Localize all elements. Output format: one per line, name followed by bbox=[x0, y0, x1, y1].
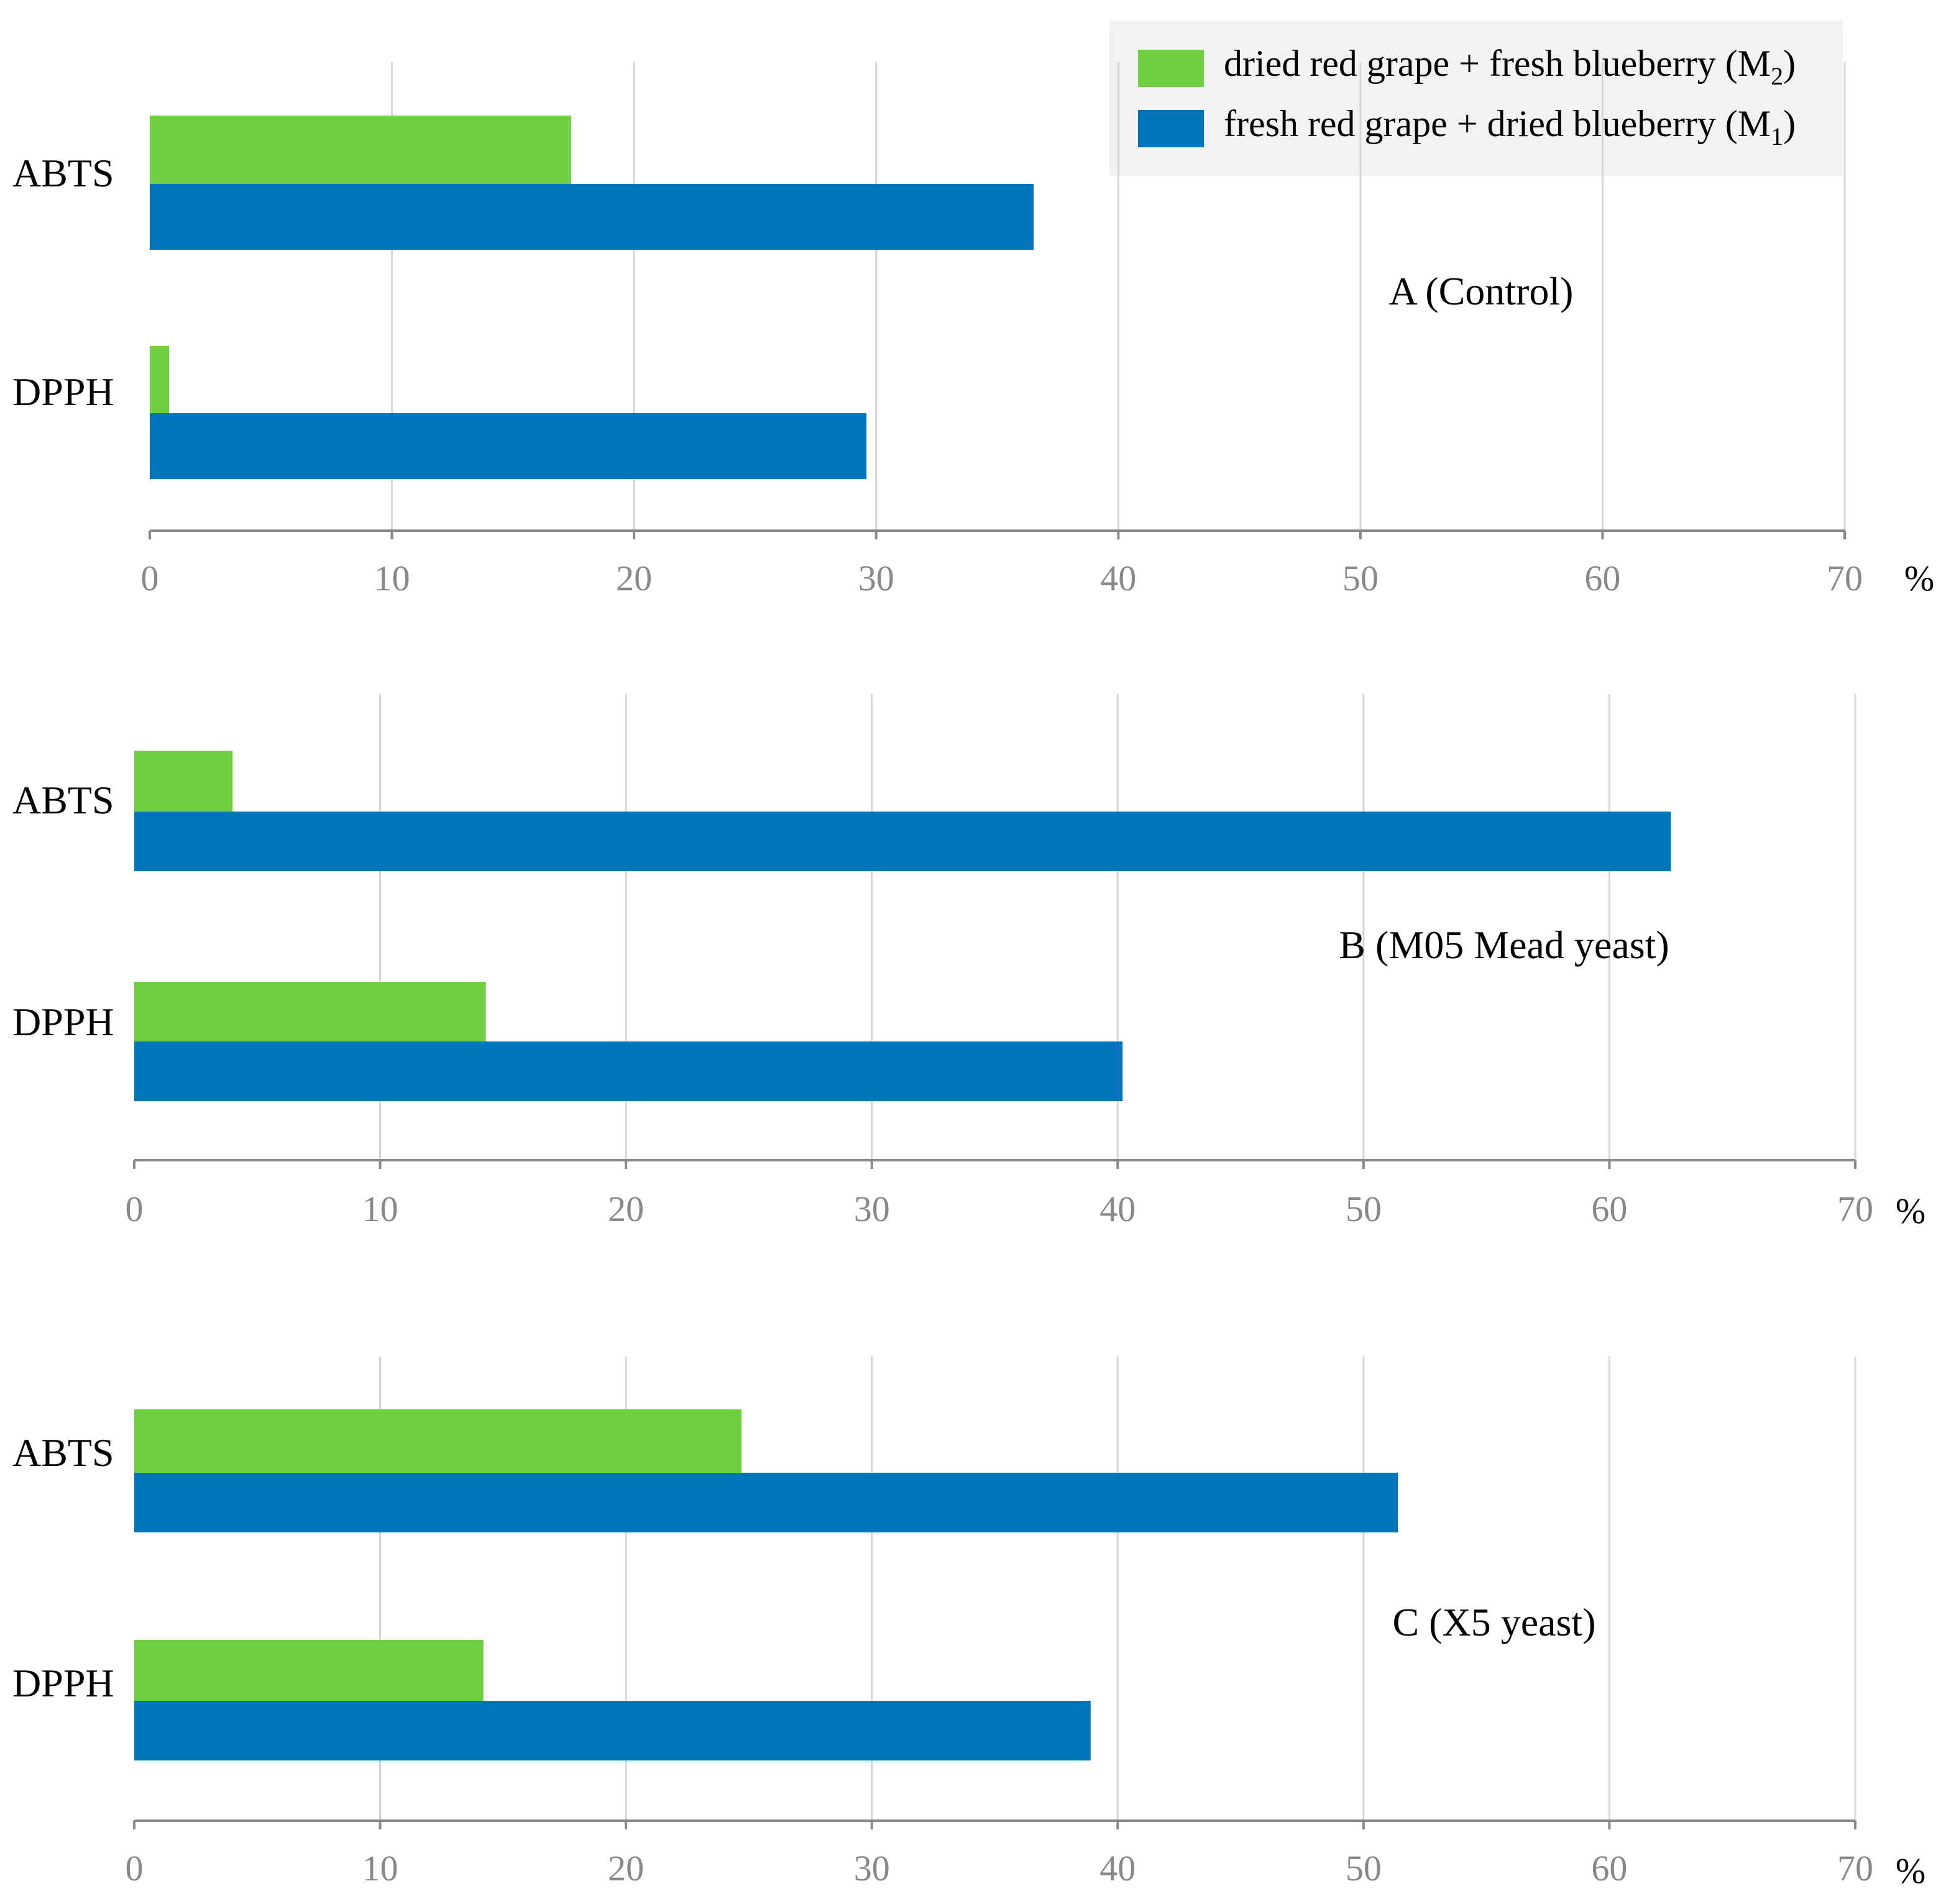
chart-panel-c: 0 10 20 30 40 50 60 70 % ABTS DPPH C (X5 yeast) bbox=[12, 1357, 1925, 1891]
category-label-dpph: DPPH bbox=[12, 1000, 114, 1044]
x-tick-label: 60 bbox=[1591, 1848, 1627, 1888]
category-label-abts: ABTS bbox=[12, 151, 114, 195]
bar-dpph-m1 bbox=[150, 413, 867, 479]
legend-background bbox=[1109, 21, 1843, 176]
x-tick-label: 30 bbox=[854, 1848, 890, 1888]
legend-label-m1: fresh red grape + dried blueberry (M1) bbox=[1224, 103, 1796, 150]
x-tick-label: 20 bbox=[608, 1848, 644, 1888]
x-tick-label: 30 bbox=[854, 1189, 890, 1229]
x-tick-label: 50 bbox=[1342, 558, 1379, 598]
x-tick-label: 50 bbox=[1346, 1848, 1382, 1888]
x-tick-label: 40 bbox=[1099, 1189, 1136, 1229]
panel-title: C (X5 yeast) bbox=[1392, 1600, 1595, 1644]
bar-abts-m1 bbox=[134, 1473, 1398, 1532]
bar-dpph-m2 bbox=[134, 982, 486, 1043]
bar-dpph-m1 bbox=[134, 1041, 1123, 1101]
x-tick-label: 40 bbox=[1099, 1848, 1136, 1888]
bar-dpph-m1 bbox=[134, 1701, 1091, 1760]
x-tick-label: 30 bbox=[858, 558, 894, 598]
x-tick-label: 70 bbox=[1837, 1189, 1873, 1229]
legend-swatch-m1 bbox=[1138, 110, 1204, 147]
x-tick-label: 20 bbox=[608, 1189, 644, 1229]
category-label-abts: ABTS bbox=[12, 1430, 114, 1475]
bar-abts-m2 bbox=[134, 1409, 742, 1473]
category-label-abts: ABTS bbox=[12, 778, 114, 822]
x-tick-label: 40 bbox=[1100, 558, 1136, 598]
x-tick-label: 10 bbox=[374, 558, 410, 598]
legend-swatch-m2 bbox=[1138, 50, 1204, 87]
x-tick-label: 50 bbox=[1346, 1189, 1382, 1229]
category-label-dpph: DPPH bbox=[12, 1661, 114, 1705]
bar-abts-m2 bbox=[134, 751, 233, 812]
x-tick-label: 60 bbox=[1584, 558, 1620, 598]
x-unit-label: % bbox=[1896, 1191, 1925, 1231]
category-label-dpph: DPPH bbox=[12, 370, 114, 414]
x-unit-label: % bbox=[1904, 558, 1934, 598]
chart-panel-a: 0 10 20 30 40 50 60 70 % ABTS DPPH A (Control) bbox=[12, 62, 1934, 598]
bar-abts-m1 bbox=[134, 812, 1671, 871]
x-tick-label: 70 bbox=[1827, 558, 1863, 598]
panel-title: B (M05 Mead yeast) bbox=[1339, 923, 1669, 967]
x-tick-label: 0 bbox=[126, 1189, 144, 1229]
x-tick-label: 10 bbox=[362, 1189, 398, 1229]
legend-label-m2: dried red grape + fresh blueberry (M2) bbox=[1224, 43, 1796, 90]
x-tick-label: 10 bbox=[362, 1848, 398, 1888]
panel-title: A (Control) bbox=[1389, 269, 1574, 313]
x-tick-label: 20 bbox=[616, 558, 652, 598]
x-tick-label: 0 bbox=[141, 558, 159, 598]
bar-dpph-m2 bbox=[134, 1640, 484, 1703]
x-tick-label: 0 bbox=[126, 1848, 144, 1888]
bar-dpph-m2 bbox=[150, 346, 170, 414]
x-tick-label: 60 bbox=[1591, 1189, 1627, 1229]
x-unit-label: % bbox=[1896, 1851, 1925, 1891]
x-tick-label: 70 bbox=[1837, 1848, 1873, 1888]
bar-abts-m1 bbox=[150, 184, 1034, 250]
bar-abts-m2 bbox=[150, 116, 571, 184]
legend: dried red grape + fresh blueberry (M2) f… bbox=[1109, 21, 1843, 176]
chart-panel-b: 0 10 20 30 40 50 60 70 % ABTS DPPH B (M05 Mead yeas… bbox=[12, 694, 1925, 1231]
